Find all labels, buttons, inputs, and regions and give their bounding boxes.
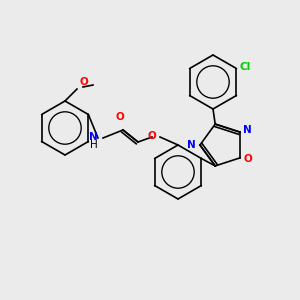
Text: O: O [147,131,156,141]
Text: N: N [243,125,251,135]
Text: O: O [79,77,88,87]
Text: N: N [89,132,98,142]
Text: H: H [90,140,98,150]
Text: N: N [187,140,196,150]
Text: O: O [116,112,124,122]
Text: O: O [244,154,253,164]
Text: Cl: Cl [239,61,250,71]
